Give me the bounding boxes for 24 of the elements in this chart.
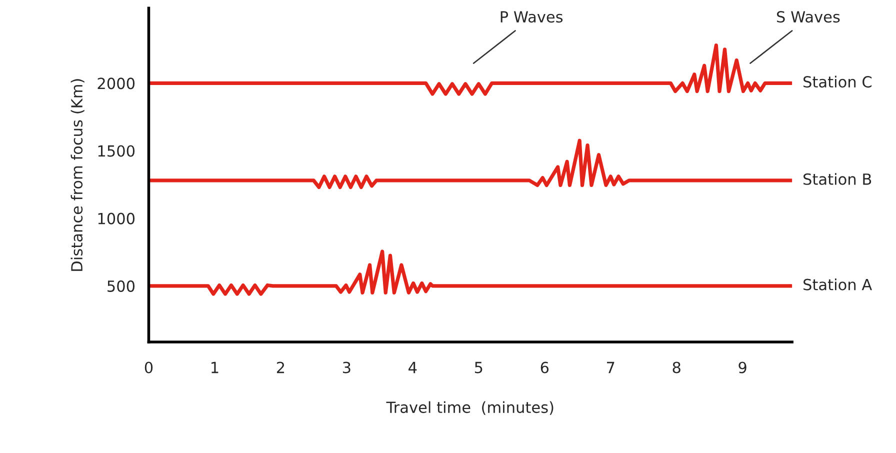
x-tick-label: 7 [607,362,614,374]
x-tick-label: 3 [342,362,350,374]
x-axis-title: Travel time (minutes) [386,401,554,415]
series-label: Station A [804,278,872,290]
line-series [148,138,792,190]
series-label: Station B [804,173,872,185]
x-tick-label: 0 [144,362,153,374]
x-tick-label: 5 [474,362,482,374]
x-tick-label: 6 [540,362,549,374]
y-tick-label: 1000 [98,212,135,224]
x-tick-label: 2 [276,362,284,374]
x-tick-label: 4 [408,362,417,374]
series-label: Station C [804,76,872,88]
x-tick-label: 1 [212,362,218,374]
annotation: S Waves [776,11,840,23]
y-axis-title: Distance from focus (Km) [70,79,84,271]
line-series [148,250,792,296]
x-tick-label: 8 [672,362,680,374]
x-tick-label: 9 [738,362,746,374]
y-tick-label: 1500 [98,145,135,157]
y-tick-label: 500 [108,280,135,292]
y-tick-label: 2000 [98,78,135,90]
line-series [148,44,792,96]
annotation: P Waves [500,11,563,23]
